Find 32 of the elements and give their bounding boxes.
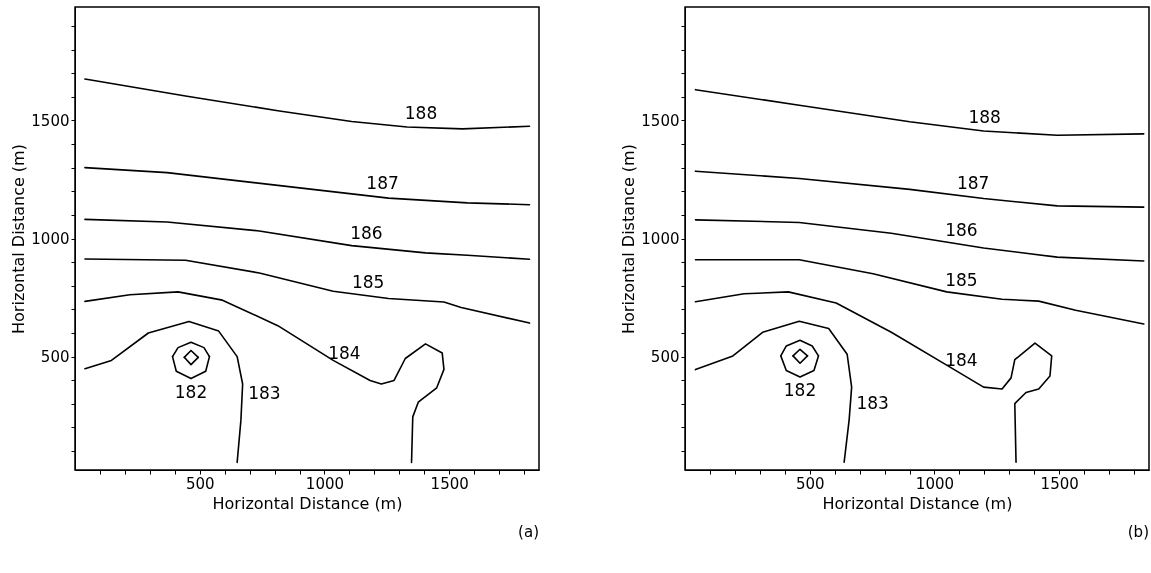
annotation: 186 — [945, 220, 978, 241]
annotation: 186 — [350, 223, 383, 243]
annotation: 185 — [351, 271, 385, 292]
annotation: 183 — [248, 383, 281, 404]
text: (a) — [518, 523, 539, 541]
text: (b) — [1127, 523, 1149, 541]
x-axis-title: Horizontal Distance (m) — [822, 493, 1013, 513]
y-axis-title: Horizontal Distance (m) — [9, 144, 29, 334]
annotation: 184 — [945, 349, 978, 370]
x-tick-label: 500 — [185, 474, 215, 493]
y-axis-title: Horizontal Distance (m) — [619, 144, 639, 334]
x-tick-label: 1000 — [915, 474, 955, 493]
annotation: 188 — [404, 103, 438, 124]
y-tick-label: 1500 — [641, 111, 680, 130]
y-tick-label: 500 — [650, 348, 680, 367]
y-tick-label: 1500 — [31, 111, 70, 130]
x-axis-title: Horizontal Distance (m) — [212, 493, 403, 513]
y-tick-label: 1000 — [641, 230, 680, 248]
annotation: 184 — [328, 342, 361, 363]
y-tick-label: 1000 — [31, 230, 70, 248]
annotation: 188 — [968, 107, 1001, 128]
annotation: 187 — [956, 173, 990, 194]
x-tick-label: 1000 — [305, 474, 345, 493]
annotation: 182 — [174, 381, 208, 402]
x-tick-label: 1500 — [430, 474, 469, 493]
annotation: 183 — [856, 392, 889, 413]
x-tick-label: 1500 — [1040, 474, 1079, 493]
x-tick-label: 500 — [795, 474, 825, 493]
y-tick-label: 500 — [40, 348, 70, 367]
annotation: 187 — [366, 173, 399, 194]
annotation: 185 — [945, 269, 978, 290]
annotation: 182 — [783, 379, 817, 400]
